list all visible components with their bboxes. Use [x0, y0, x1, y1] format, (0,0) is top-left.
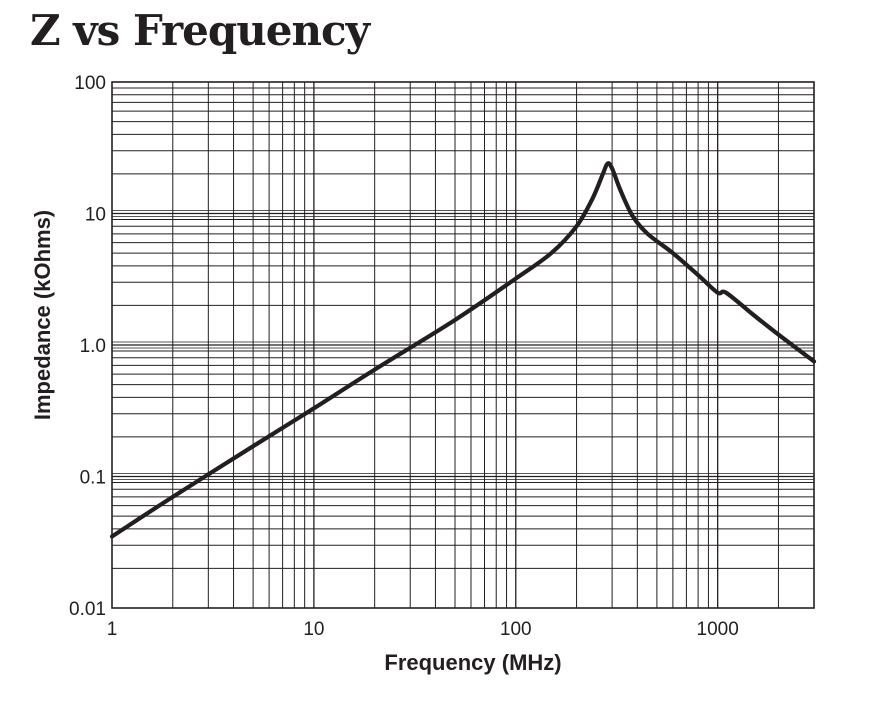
y-tick-label: 100: [74, 73, 106, 94]
y-tick-label: 0.01: [69, 599, 106, 620]
grid: [112, 82, 814, 608]
y-axis-label: Impedance (kOhms): [30, 210, 55, 420]
y-axis-ticks: 0.01 0.1 1.0 10 100: [69, 73, 106, 620]
impedance-curve: [109, 161, 817, 539]
x-tick-label: 100: [500, 619, 532, 640]
x-tick-label: 1: [107, 619, 118, 640]
chart-title: Z vs Frequency: [30, 6, 370, 55]
y-tick-label: 0.1: [80, 468, 106, 489]
y-tick-label: 1.0: [80, 336, 106, 357]
series-layer: [109, 161, 817, 539]
x-tick-label: 10: [303, 619, 324, 640]
x-axis-ticks: 1 10 100 1000: [107, 619, 739, 640]
plot-frame: [111, 81, 815, 609]
y-tick-label: 10: [85, 205, 106, 226]
x-axis-label: Frequency (MHz): [384, 650, 561, 675]
x-tick-label: 1000: [697, 619, 739, 640]
